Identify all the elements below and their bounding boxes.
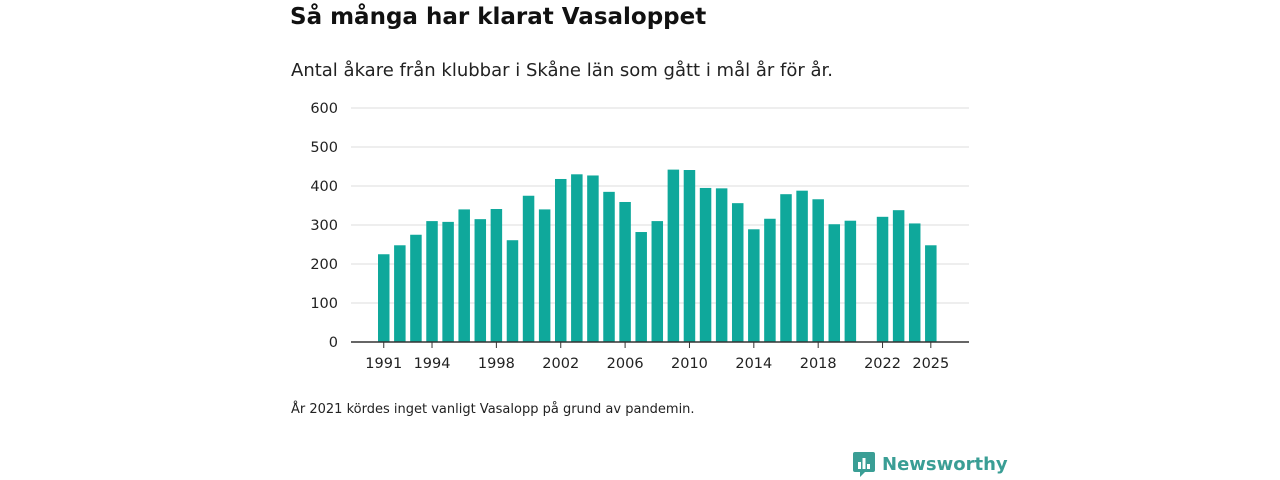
- bar-2010: [683, 170, 696, 342]
- bar-1997: [474, 219, 487, 342]
- y-tick-label: 100: [310, 296, 338, 312]
- y-tick-label: 600: [310, 101, 338, 117]
- bar-2008: [651, 221, 664, 342]
- chart-title: Så många har klarat Vasaloppet: [290, 4, 707, 30]
- bar-2019: [828, 224, 841, 342]
- bar-chart: 0 100 200 300 400 500 600 1991 1994 1998 2002 2006…: [310, 101, 969, 372]
- y-axis-ticks: 0 100 200 300 400 500 600: [310, 101, 338, 351]
- bar-2004: [587, 175, 599, 342]
- newsworthy-chart-bubble-icon: [853, 452, 875, 477]
- bars: [378, 169, 937, 342]
- bar-2013: [731, 203, 744, 342]
- y-tick-label: 400: [310, 179, 338, 195]
- x-tick-label: 1991: [365, 356, 402, 372]
- bar-2006: [619, 201, 631, 342]
- bar-1999: [506, 240, 519, 342]
- bar-2016: [780, 194, 792, 342]
- x-tick-label: 2002: [542, 356, 579, 372]
- bar-2007: [635, 232, 647, 342]
- bar-1992: [394, 245, 406, 342]
- y-tick-label: 300: [310, 218, 338, 234]
- bar-2012: [715, 188, 728, 342]
- x-axis-ticks: 1991 1994 1998 2002 2006 2010 2014 2018 2022 2025: [365, 342, 949, 372]
- bar-2023: [892, 210, 905, 342]
- bar-2015: [764, 218, 776, 342]
- brand-name: Newsworthy: [882, 453, 1008, 475]
- x-tick-label: 1994: [414, 356, 451, 372]
- bar-2018: [812, 199, 824, 342]
- bar-1998: [490, 209, 503, 342]
- bar-2017: [796, 190, 808, 342]
- x-tick-label: 2006: [607, 356, 644, 372]
- x-tick-label: 2018: [800, 356, 837, 372]
- bar-2009: [667, 169, 680, 342]
- bar-1995: [442, 221, 454, 342]
- bar-2003: [571, 174, 583, 342]
- chart-subtitle: Antal åkare från klubbar i Skåne län som…: [291, 60, 833, 81]
- bar-1991: [378, 254, 390, 342]
- x-tick-label: 1998: [478, 356, 515, 372]
- bar-2002: [554, 178, 567, 342]
- bar-2014: [748, 229, 760, 342]
- footnote: År 2021 kördes inget vanligt Vasalopp på…: [291, 402, 695, 417]
- bar-1994: [426, 221, 438, 342]
- bar-2011: [699, 187, 712, 342]
- x-tick-label: 2014: [735, 356, 772, 372]
- x-tick-label: 2022: [864, 356, 901, 372]
- bar-1996: [458, 209, 470, 342]
- bar-2024: [908, 223, 921, 342]
- bar-2005: [603, 191, 615, 342]
- y-tick-label: 200: [310, 257, 338, 273]
- bar-2000: [522, 195, 535, 342]
- bar-2022: [876, 216, 889, 342]
- y-tick-label: 500: [310, 140, 338, 156]
- newsworthy-logo[interactable]: Newsworthy: [853, 451, 1008, 477]
- bar-2001: [538, 209, 551, 342]
- x-tick-label: 2010: [671, 356, 708, 372]
- y-tick-label: 0: [329, 335, 338, 351]
- bar-2020: [844, 220, 857, 342]
- bar-2025: [925, 245, 937, 342]
- bar-1993: [410, 234, 422, 342]
- x-tick-label: 2025: [912, 356, 949, 372]
